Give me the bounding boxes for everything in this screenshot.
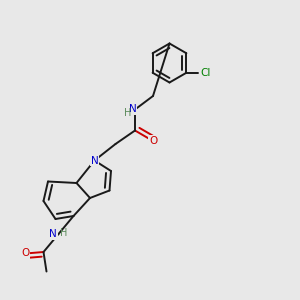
Text: H: H xyxy=(124,107,131,118)
Text: N: N xyxy=(129,104,136,115)
Text: H: H xyxy=(60,228,68,238)
Text: N: N xyxy=(91,155,98,166)
Text: N: N xyxy=(49,229,57,239)
Text: Cl: Cl xyxy=(200,68,210,78)
Text: O: O xyxy=(149,136,157,146)
Text: O: O xyxy=(21,248,30,259)
